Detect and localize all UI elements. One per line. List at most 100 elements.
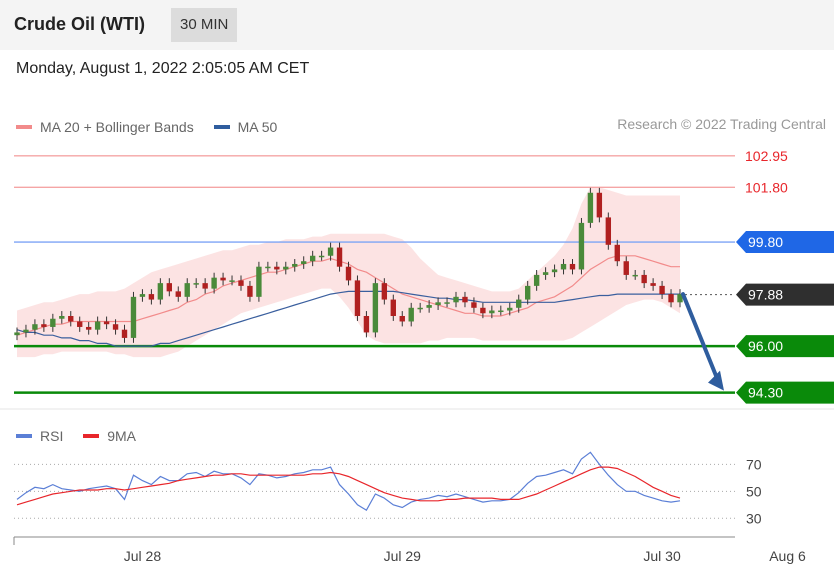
candle-body — [292, 263, 298, 267]
candle-body — [417, 307, 423, 310]
forecast-arrow-shaft — [681, 292, 720, 383]
legend-swatch-9ma — [83, 434, 100, 438]
legend-swatch-ma50 — [213, 125, 230, 129]
candle-body — [193, 283, 199, 285]
candle-body — [444, 302, 450, 304]
candle-body — [202, 283, 208, 289]
candle-body — [390, 299, 396, 316]
candle-body — [372, 283, 379, 333]
legend-label-rsi: RSI — [40, 428, 64, 444]
candle-body — [229, 280, 235, 282]
candle-body — [471, 302, 477, 308]
legend-rsi: RSI — [16, 428, 63, 444]
forecast-arrow-head — [708, 370, 724, 391]
candle-body — [560, 263, 567, 270]
legend-label-ma20: MA 20 + Bollinger Bands — [40, 119, 194, 135]
level-label-102-95: 102.95 — [745, 148, 788, 164]
candle-body — [14, 332, 20, 336]
level-tag-label-94-30: 94.30 — [748, 385, 783, 401]
rsi-9ma-line — [16, 466, 681, 506]
candle-body — [578, 222, 585, 270]
candle-body — [318, 255, 325, 258]
candle-body — [516, 299, 522, 308]
candle-body — [668, 294, 674, 303]
candle-body — [569, 263, 576, 270]
candle-body — [327, 247, 334, 256]
candle-body — [435, 302, 441, 306]
candle-body — [121, 329, 128, 338]
candle-body — [283, 266, 289, 270]
candle-body — [650, 283, 656, 286]
candle-body — [632, 274, 638, 277]
ma50-line — [16, 290, 680, 347]
legend-swatch-ma20 — [16, 125, 32, 129]
candle-body — [274, 266, 280, 270]
candle-body — [265, 266, 271, 269]
candle-body — [623, 261, 629, 275]
candle-body — [426, 305, 432, 308]
candle-body — [256, 266, 262, 297]
timestamp: Monday, August 1, 2022 2:05:05 AM CET — [16, 60, 310, 77]
candle-body — [166, 283, 172, 292]
candle-body — [59, 316, 65, 319]
candle-body — [525, 285, 531, 300]
candle-body — [596, 192, 603, 218]
candle-body — [605, 217, 612, 245]
legend-ma20-bollinger: MA 20 + Bollinger Bands — [16, 119, 194, 135]
candle-body — [533, 274, 540, 286]
legend-swatch-rsi — [16, 434, 32, 438]
level-tag-label-96-00: 96.00 — [748, 338, 783, 354]
candle-body — [641, 274, 647, 284]
candle-body — [112, 324, 119, 330]
rsi-level-label-30: 30 — [746, 510, 762, 526]
candle-body — [175, 291, 181, 297]
candle-body — [238, 280, 244, 286]
candle-body — [68, 316, 74, 322]
candle-body — [77, 321, 83, 327]
candle-body — [480, 307, 486, 314]
candle-body — [309, 255, 316, 262]
research-credit: Research © 2022 Trading Central — [617, 116, 826, 132]
candle-body — [453, 296, 459, 303]
candle-body — [363, 316, 370, 333]
candle-body — [103, 321, 110, 325]
legend-label-ma50: MA 50 — [237, 119, 278, 135]
rsi-line — [16, 451, 681, 512]
candle-body — [462, 296, 468, 303]
level-tag-99-80 — [736, 231, 834, 254]
candle-body — [130, 296, 137, 338]
x-tick-label: Aug 6 — [769, 548, 806, 564]
level-tag-97-88 — [736, 283, 834, 306]
level-tag-96-00 — [736, 335, 834, 358]
instrument-title: Crude Oil (WTI) — [14, 14, 145, 34]
candle-body — [301, 261, 307, 264]
candle-body — [336, 247, 343, 267]
rsi-legend: RSI 9MA — [16, 425, 152, 444]
x-tick-label: Jul 30 — [643, 548, 681, 564]
rsi-level-label-50: 50 — [746, 483, 762, 499]
timeframe-button[interactable]: 30 MIN — [171, 8, 238, 42]
level-tag-label-97-88: 97.88 — [748, 287, 783, 303]
candle-body — [408, 307, 414, 322]
candle-body — [23, 329, 29, 333]
legend-9ma: 9MA — [83, 428, 136, 444]
candle-body — [542, 272, 549, 275]
candle-body — [94, 321, 101, 330]
legend-label-9ma: 9MA — [107, 428, 137, 444]
candle-body — [148, 294, 155, 300]
candle-body — [220, 277, 226, 281]
candle-body — [157, 283, 164, 300]
header-bar — [0, 0, 834, 50]
level-tag-94-30 — [736, 381, 834, 404]
candle-body — [139, 294, 146, 297]
candle-body — [184, 283, 190, 297]
legend-ma50: MA 50 — [213, 119, 278, 135]
candle-body — [614, 244, 620, 262]
candle-body — [85, 326, 92, 330]
x-tick-label: Jul 28 — [124, 548, 162, 564]
candle-body — [399, 316, 405, 322]
candle-body — [41, 324, 47, 327]
candle-body — [50, 318, 56, 327]
level-label-101-80: 101.80 — [745, 179, 788, 195]
